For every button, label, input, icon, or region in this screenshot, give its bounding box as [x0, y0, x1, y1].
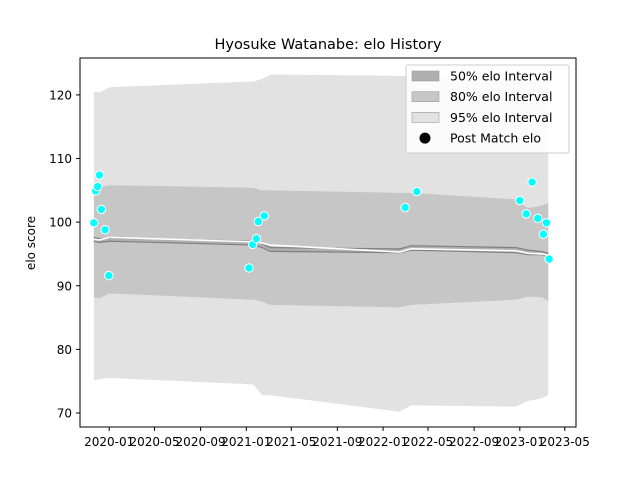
- chart-title: Hyosuke Watanabe: elo History: [214, 37, 442, 53]
- plot-frame: [79, 57, 577, 428]
- y-tick-label: 120: [49, 88, 72, 102]
- x-tick-label: 2021-09: [312, 435, 362, 449]
- x-tick-label: 2022-01: [358, 435, 408, 449]
- band-80-elo-interval: [93, 185, 549, 308]
- post-match-point: [244, 263, 254, 273]
- x-tick-label: 2023-01: [495, 435, 545, 449]
- x-tick-label: 2020-01: [84, 435, 134, 449]
- post-match-point: [92, 181, 103, 192]
- post-match-point: [515, 195, 525, 206]
- x-tick-label: 2023-05: [540, 435, 590, 449]
- post-match-point: [541, 218, 552, 228]
- x-tick-label: 2020-05: [129, 435, 179, 449]
- post-match-point: [538, 229, 549, 239]
- y-tick-label: 110: [49, 152, 72, 166]
- plot-area: [89, 74, 554, 412]
- axis-ticks: 2020-012020-052020-092021-012021-052021-…: [49, 88, 590, 449]
- post-match-point: [521, 209, 531, 219]
- y-tick-label: 80: [57, 343, 72, 357]
- post-match-point: [253, 216, 264, 227]
- y-tick-label: 90: [57, 279, 72, 293]
- post-match-point: [96, 204, 107, 215]
- x-tick-label: 2020-09: [176, 435, 226, 449]
- band-50-lower-edge: [93, 240, 549, 258]
- legend-label: 80% elo Interval: [450, 89, 552, 104]
- post-match-point: [89, 218, 99, 228]
- band-50-elo-interval: [93, 237, 549, 258]
- post-match-point: [104, 270, 114, 281]
- post-match-point: [544, 254, 554, 264]
- post-match-point: [527, 177, 537, 187]
- legend-marker: [419, 132, 431, 144]
- post-match-point: [100, 225, 110, 235]
- legend-box: [405, 64, 570, 154]
- post-match-point: [400, 202, 410, 213]
- legend-label: 50% elo Interval: [450, 69, 552, 84]
- x-tick-label: 2021-05: [266, 435, 316, 449]
- post-match-point: [259, 211, 270, 221]
- x-tick-label: 2021-01: [221, 435, 271, 449]
- y-tick-label: 70: [57, 407, 72, 421]
- legend-label: 95% elo Interval: [450, 110, 552, 125]
- legend-label: Post Match elo: [450, 131, 541, 146]
- x-tick-label: 2022-05: [403, 435, 453, 449]
- y-axis-label: elo score: [24, 216, 38, 270]
- post-match-point: [412, 186, 422, 197]
- legend-swatch: [411, 70, 440, 82]
- legend: 50% elo Interval 80% elo Interval 95% elo …: [405, 64, 570, 154]
- post-match-point: [251, 233, 262, 244]
- legend-swatch: [411, 91, 440, 102]
- post-match-point: [94, 170, 105, 180]
- post-match-point: [533, 213, 543, 224]
- x-tick-label: 2022-09: [449, 435, 499, 449]
- expected-elo-line: [93, 236, 549, 257]
- y-tick-label: 100: [49, 216, 72, 230]
- legend-swatch: [411, 112, 440, 123]
